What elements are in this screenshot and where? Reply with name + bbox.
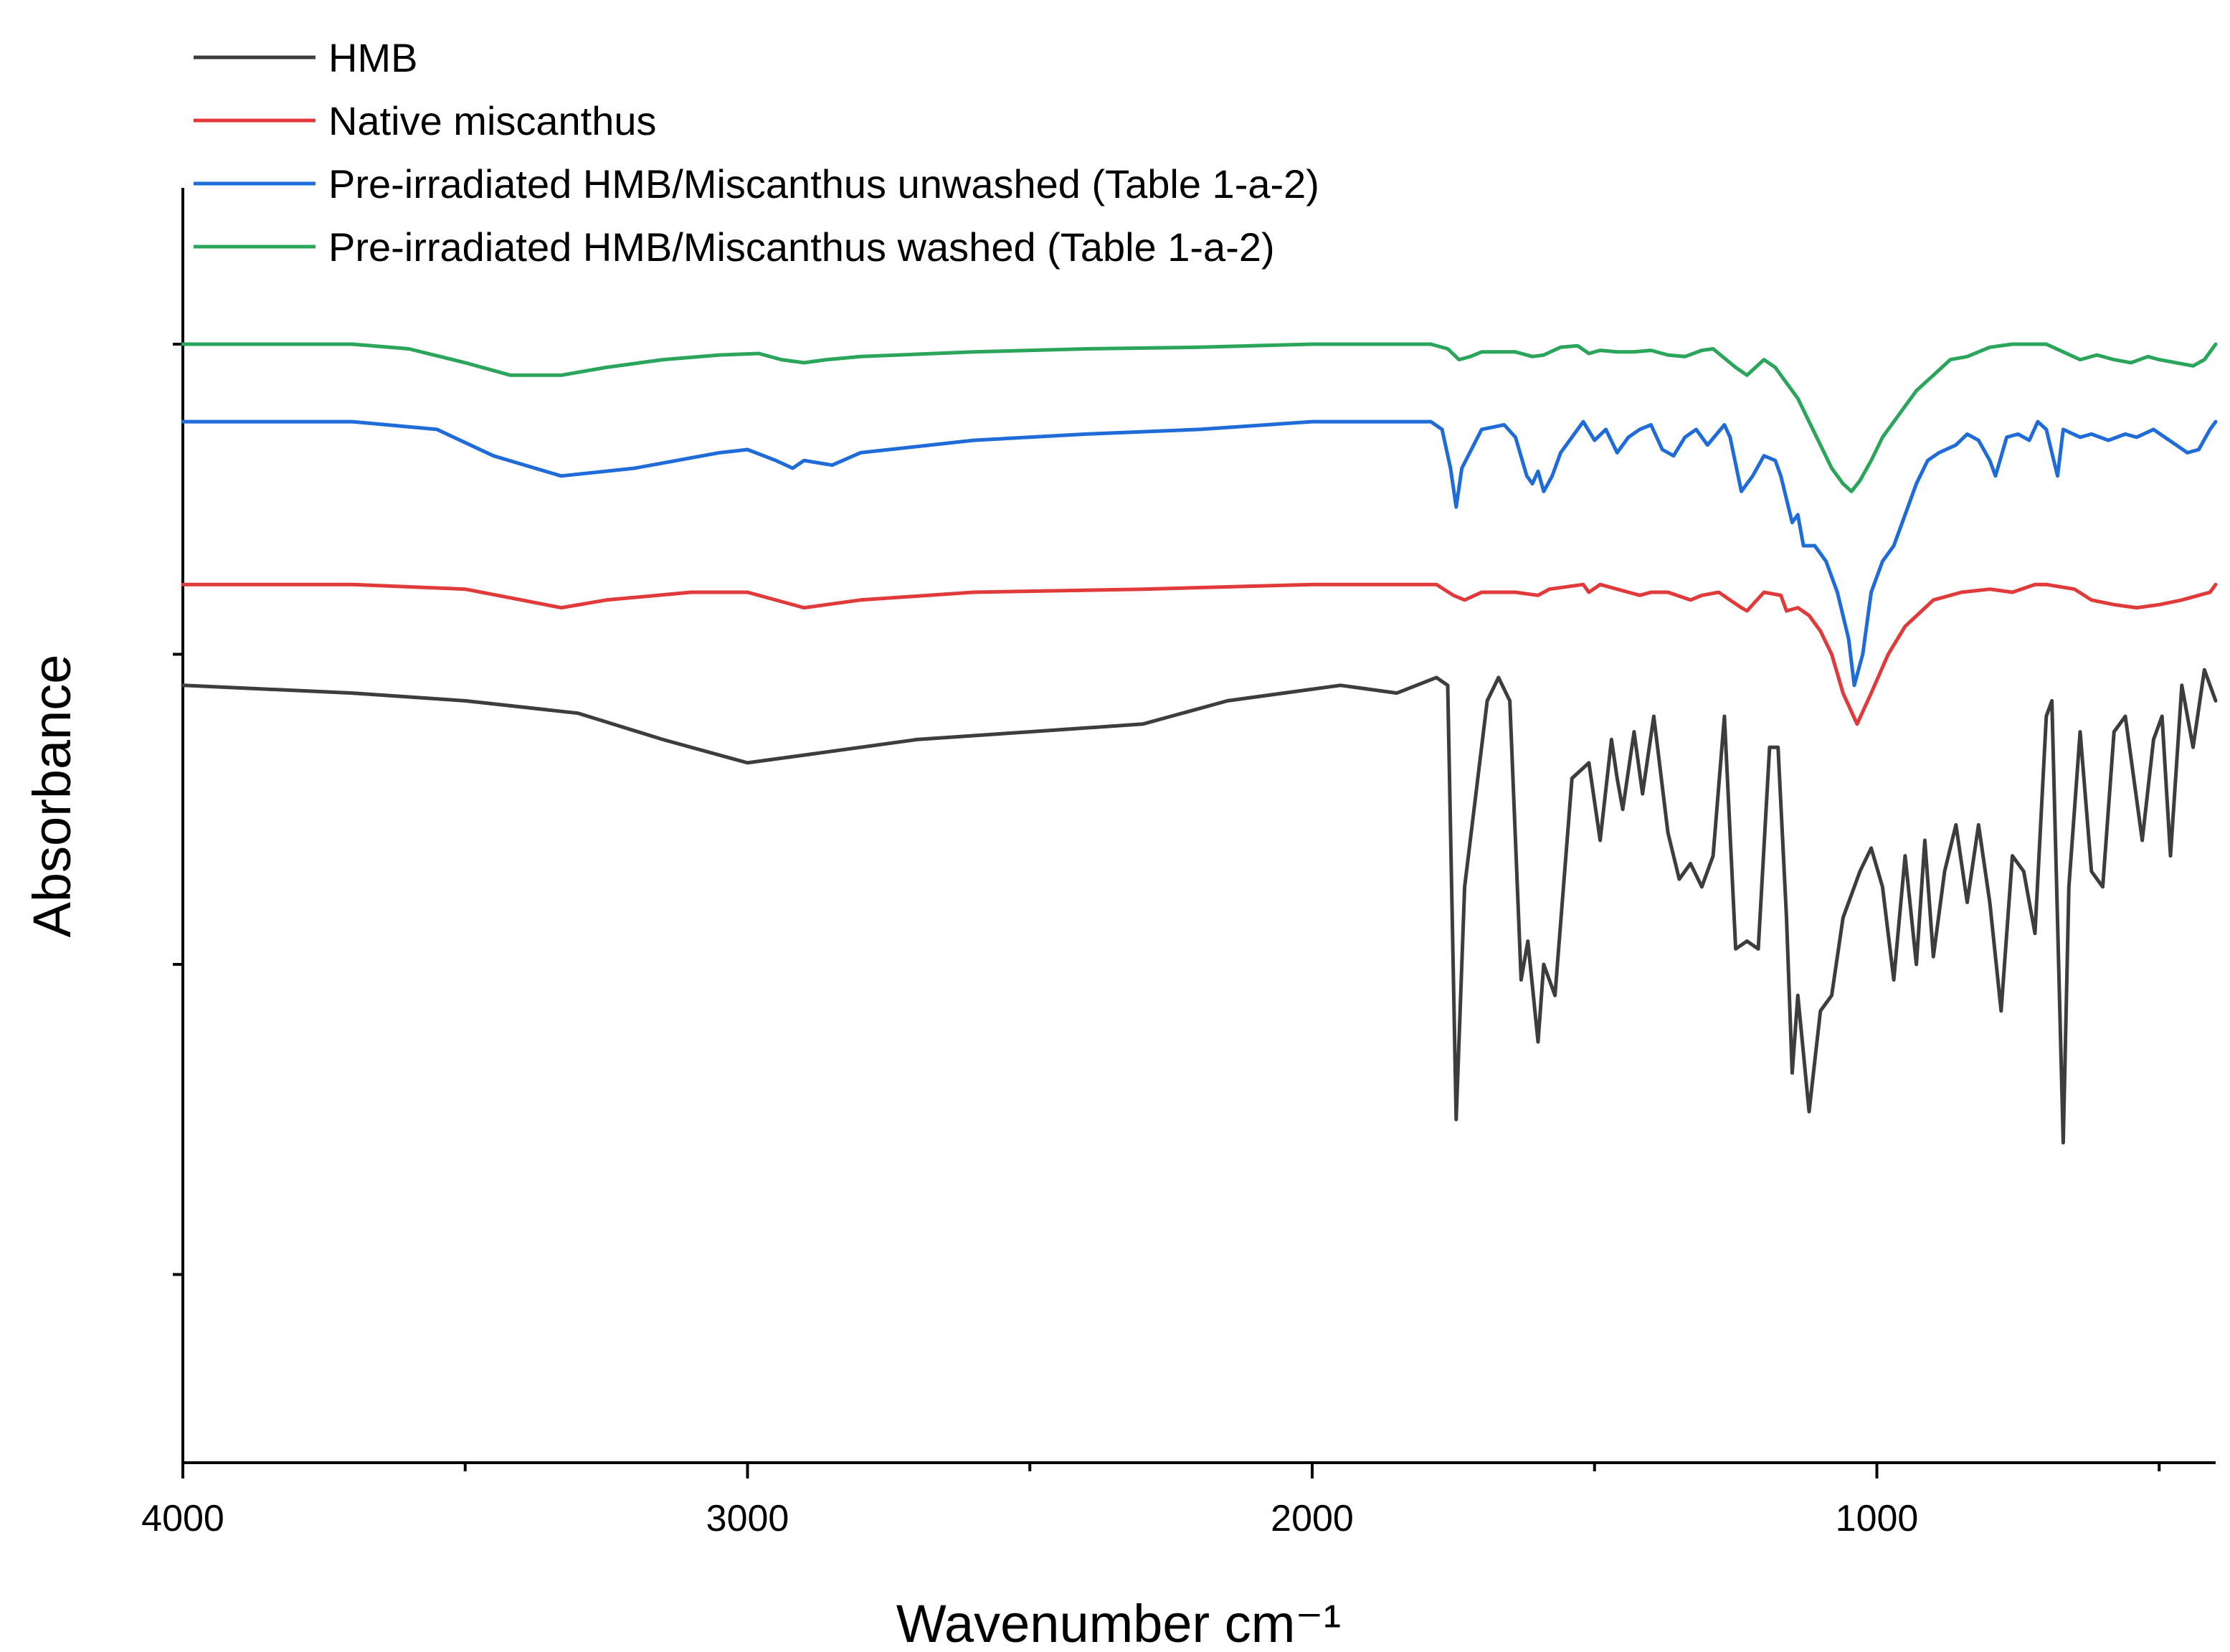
legend-entry-hmb: HMB xyxy=(194,35,417,80)
x-axis-tick-labels: 4000 3000 2000 1000 xyxy=(141,1498,1918,1539)
series-line-1 xyxy=(181,582,2218,726)
x-tick-label-4000: 4000 xyxy=(141,1498,224,1539)
x-axis-ticks xyxy=(181,1463,2161,1478)
x-axis-title: Wavenumber cm⁻¹ xyxy=(896,1594,1341,1652)
x-tick-label-1000: 1000 xyxy=(1836,1498,1919,1539)
legend-label-unwashed: Pre-irradiated HMB/Miscanthus unwashed (… xyxy=(328,161,1319,206)
legend-entry-unwashed: Pre-irradiated HMB/Miscanthus unwashed (… xyxy=(194,161,1319,206)
series-line-2 xyxy=(181,419,2218,688)
legend-label-native-miscanthus: Native miscanthus xyxy=(328,98,657,143)
series-lines xyxy=(181,342,2218,1145)
legend-entry-native-miscanthus: Native miscanthus xyxy=(194,98,657,143)
series-line-0 xyxy=(181,668,2218,1145)
legend-entry-washed: Pre-irradiated HMB/Miscanthus washed (Ta… xyxy=(194,224,1275,270)
legend-label-hmb: HMB xyxy=(328,35,417,80)
legend: HMB Native miscanthus Pre-irradiated HMB… xyxy=(194,35,1319,270)
y-axis-title: Absorbance xyxy=(22,655,82,938)
x-tick-label-3000: 3000 xyxy=(706,1498,789,1539)
x-tick-label-2000: 2000 xyxy=(1271,1498,1354,1539)
legend-label-washed: Pre-irradiated HMB/Miscanthus washed (Ta… xyxy=(328,224,1275,270)
series-line-3 xyxy=(181,342,2218,493)
